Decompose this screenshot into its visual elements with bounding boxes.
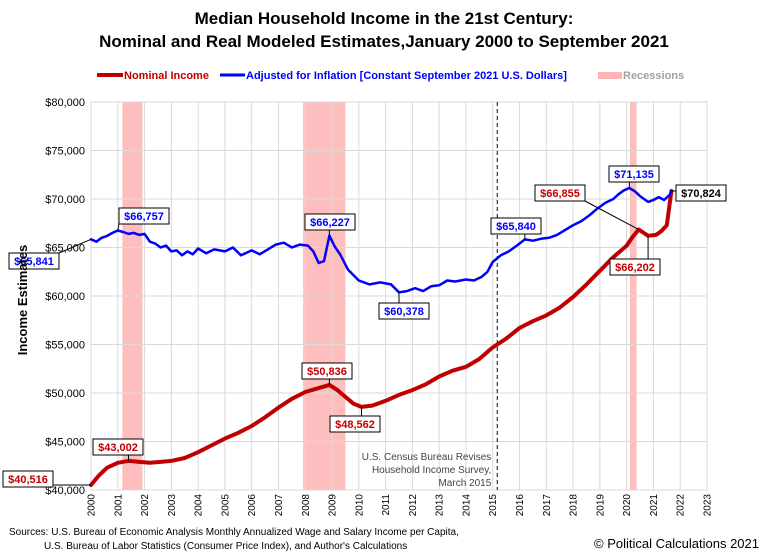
x-tick-label-9: 2009 [328,494,339,517]
x-tick-label-15: 2015 [488,494,499,517]
x-tick-label-4: 2004 [194,494,205,517]
annotation-label-nominal-2001: $43,002 [98,442,138,454]
census-note-line-0: U.S. Census Bureau Revises [362,452,492,463]
y-tick-label-2: $50,000 [45,388,85,400]
census-note-line-2: March 2015 [438,478,491,489]
y-tick-label-0: $40,000 [45,485,85,497]
x-tick-label-17: 2017 [542,494,553,517]
annotation-box-nominal-dip-2020 [609,258,661,276]
x-tick-label-20: 2020 [622,494,633,517]
annotation-box-real-start [8,252,60,270]
annotation-label-nominal-dip-2020: $66,202 [615,262,655,274]
sources-line-1: Sources: U.S. Bureau of Economic Analysi… [9,527,459,538]
annotation-label-nominal-trough-2010: $48,562 [335,419,375,431]
x-tick-label-6: 2006 [247,494,258,517]
legend-recession-label: Recessions [623,70,684,82]
annotation-leader-real-start [58,238,92,254]
legend: Nominal Income Adjusted for Inflation [C… [97,70,684,82]
annotation-box-nominal-trough-2010 [329,415,381,433]
annotation-box-real-2001 [118,207,170,225]
annotation-label-real-peak-2020: $71,135 [614,169,654,181]
y-axis-label: Income Estimates [15,245,30,356]
annotation-label-real-trough-2011: $60,378 [384,306,424,318]
x-tick-label-11: 2011 [381,494,392,516]
annotation-label-real-start: $65,841 [14,256,54,268]
annotation-leader-real-2001 [117,223,120,231]
annotation-box-real-peak-2020 [608,165,660,183]
annotation-box-real-trough-2011 [378,302,430,320]
annotation-box-nominal-2001 [92,438,144,456]
x-tick-label-12: 2012 [408,494,419,517]
annotation-box-nominal-peak-2008 [301,362,353,380]
legend-real-label: Adjusted for Inflation [Constant Septemb… [246,70,567,82]
y-tick-label-5: $65,000 [45,243,85,255]
x-tick-label-0: 2000 [87,494,98,517]
copyright: © Political Calculations 2021 [594,536,759,551]
chart-title-line2: Nominal and Real Modeled Estimates,Janua… [99,32,669,51]
annotation-label-real-2001: $66,757 [124,211,164,223]
y-tick-label-7: $75,000 [45,146,85,158]
x-tick-label-22: 2022 [676,494,687,517]
x-tick-label-2: 2002 [140,494,151,517]
annotation-box-nominal-start [2,470,54,488]
y-tick-label-8: $80,000 [45,97,85,109]
x-tick-label-13: 2013 [435,494,446,517]
x-tick-label-23: 2023 [703,494,714,517]
annotation-box-nominal-peak-2020 [534,184,586,202]
x-tick-label-1: 2001 [113,494,124,517]
annotation-box-real-2016 [490,217,542,235]
legend-nominal-label: Nominal Income [124,70,209,82]
annotation-leader-nominal-peak-2020 [584,200,639,230]
x-tick-label-8: 2008 [301,494,312,517]
annotation-label-real-2008: $66,227 [310,217,350,229]
x-tick-label-7: 2007 [274,494,285,517]
x-tick-label-21: 2021 [649,494,660,517]
census-note-line-1: Household Income Survey, [372,465,491,476]
x-tick-label-5: 2005 [220,494,231,517]
x-tick-label-14: 2014 [461,494,472,517]
y-tick-label-4: $60,000 [45,291,85,303]
x-tick-label-18: 2018 [569,494,580,517]
legend-recession-swatch [598,72,622,79]
annotation-label-nominal-peak-2020: $66,855 [540,188,580,200]
nominal-income-line [89,189,674,487]
y-tick-label-3: $55,000 [45,340,85,352]
annotation-label-real-2016: $65,840 [496,221,536,233]
chart-title-line1: Median Household Income in the 21st Cent… [195,9,574,28]
x-tick-label-10: 2010 [354,494,365,517]
sources-line-2: U.S. Bureau of Labor Statistics (Consume… [44,541,407,552]
annotation-box-real-2008 [304,213,356,231]
real-income-line [89,186,673,294]
x-tick-label-3: 2003 [167,494,178,517]
annotation-label-nominal-start: $40,516 [8,474,48,486]
x-tick-label-16: 2016 [515,494,526,517]
annotation-box-latest [675,184,727,202]
y-tick-label-1: $45,000 [45,437,85,449]
annotation-label-latest: $70,824 [681,188,722,200]
x-tick-label-19: 2019 [595,494,606,517]
y-tick-label-6: $70,000 [45,194,85,206]
annotation-label-nominal-peak-2008: $50,836 [307,366,347,378]
